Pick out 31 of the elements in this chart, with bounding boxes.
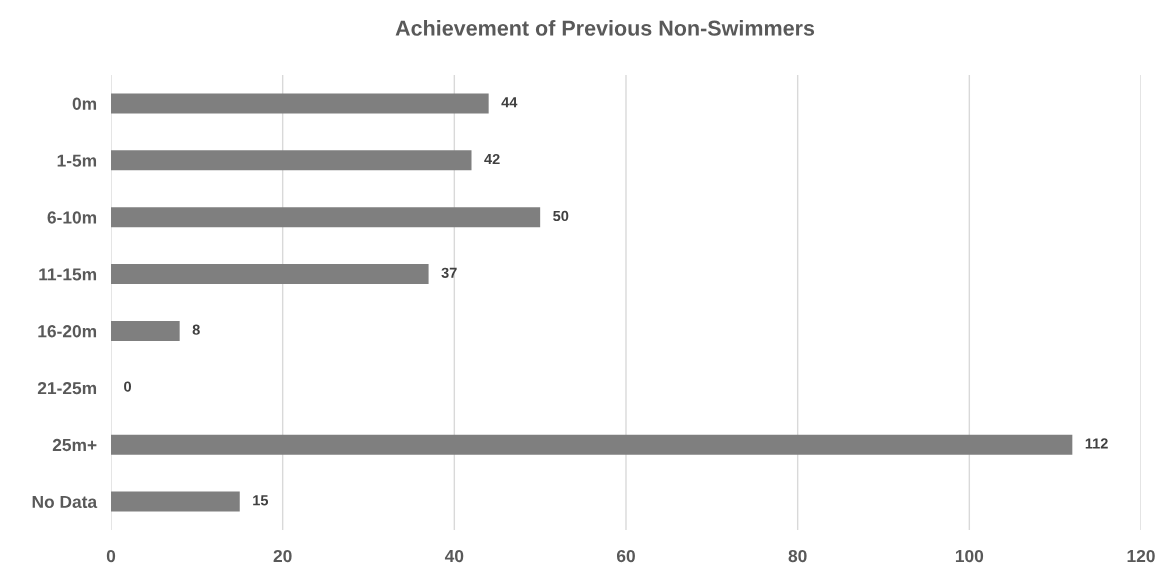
bar: [111, 207, 541, 228]
x-tick-label: 20: [273, 549, 292, 563]
x-tick-label: 120: [1127, 549, 1155, 563]
bar: [111, 434, 1073, 455]
data-label: 8: [192, 324, 200, 335]
x-tick-label: 80: [788, 549, 807, 563]
y-tick-label: 6-10m: [47, 211, 97, 224]
y-tick-label: 1-5m: [57, 154, 97, 167]
y-tick-label: 11-15m: [39, 268, 97, 281]
data-label: 42: [484, 153, 500, 165]
data-label: 15: [253, 495, 269, 506]
y-tick-label: 16-20m: [38, 325, 97, 338]
chart-title: Achievement of Previous Non-Swimmers: [395, 19, 815, 36]
x-tick-label: 60: [616, 549, 635, 563]
data-label: 44: [501, 97, 518, 108]
y-tick-label: 21-25m: [37, 381, 97, 395]
bar: [111, 150, 472, 171]
x-tick-label: 100: [955, 549, 984, 563]
x-tick-label: 40: [444, 549, 464, 563]
data-label: 0: [124, 381, 132, 392]
x-tick-label: 0: [106, 549, 116, 563]
bar: [111, 320, 180, 341]
data-label: 37: [441, 267, 457, 278]
bar: [111, 264, 429, 285]
y-tick-label: No Data: [32, 495, 98, 509]
data-label: 112: [1085, 438, 1108, 449]
bar: [111, 491, 240, 512]
y-tick-label: 25m+: [52, 438, 97, 452]
y-tick-label: 0m: [72, 97, 97, 110]
data-label: 50: [553, 210, 569, 222]
bar: [111, 93, 489, 114]
